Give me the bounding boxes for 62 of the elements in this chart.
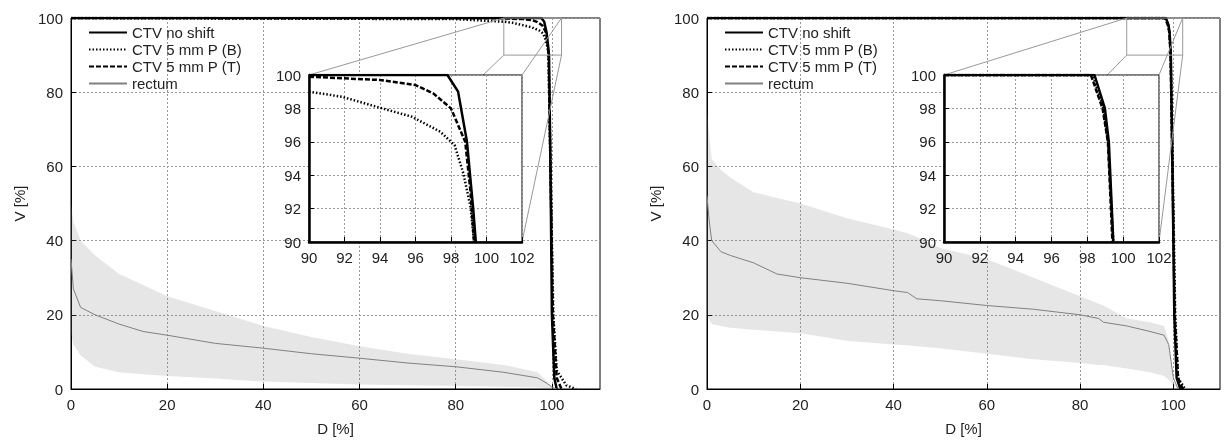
y-tick-label: 90 — [284, 233, 301, 251]
y-tick-label: 92 — [284, 200, 301, 218]
legend-label: CTV 5 mm P (T) — [768, 58, 877, 75]
x-tick-label: 20 — [158, 396, 176, 413]
x-tick-label: 100 — [1160, 396, 1186, 413]
y-tick-label: 100 — [275, 66, 301, 84]
x-tick-label: 80 — [447, 396, 465, 413]
y-tick-label: 40 — [682, 232, 699, 250]
x-tick-label: 92 — [336, 249, 353, 266]
y-tick-label: 94 — [919, 166, 936, 184]
x-tick-label: 98 — [442, 249, 460, 266]
y-tick-label: 40 — [46, 232, 63, 250]
y-tick-label: 60 — [46, 157, 63, 175]
x-tick-label: 102 — [509, 249, 535, 266]
legend-label: rectum — [132, 75, 178, 92]
y-tick-label: 100 — [37, 9, 63, 27]
x-tick-label: 40 — [255, 396, 272, 413]
y-axis-title: V [%] — [11, 185, 29, 222]
x-tick-label: 80 — [1071, 396, 1089, 413]
x-axis-title: D [%] — [317, 420, 354, 437]
y-tick-label: 80 — [46, 83, 63, 101]
x-tick-label: 20 — [791, 396, 809, 413]
x-tick-label: 94 — [371, 249, 389, 266]
x-tick-label: 0 — [66, 396, 76, 413]
x-tick-label: 60 — [351, 396, 368, 413]
x-tick-label: 40 — [885, 396, 902, 413]
y-tick-label: 96 — [919, 133, 936, 151]
x-tick-label: 98 — [1078, 249, 1096, 266]
x-tick-label: 0 — [702, 396, 712, 413]
y-tick-label: 20 — [46, 306, 63, 324]
legend-label: rectum — [768, 75, 814, 92]
x-tick-label: 90 — [300, 249, 318, 266]
x-tick-label: 92 — [971, 249, 989, 266]
x-tick-label: 102 — [1146, 249, 1172, 266]
y-tick-label: 100 — [673, 9, 699, 27]
x-tick-label: 60 — [978, 396, 996, 413]
legend-label: CTV 5 mm P (T) — [132, 58, 241, 75]
x-axis-title: D [%] — [945, 420, 982, 437]
x-tick-label: 96 — [407, 249, 424, 266]
legend-label: CTV no shift — [768, 24, 852, 41]
legend-label: CTV 5 mm P (B) — [768, 41, 878, 58]
y-tick-label: 20 — [682, 306, 699, 324]
y-axis-title: V [%] — [647, 185, 665, 222]
y-tick-label: 100 — [910, 66, 936, 84]
y-tick-label: 98 — [919, 99, 936, 117]
y-tick-label: 0 — [54, 380, 63, 398]
x-tick-label: 100 — [1110, 249, 1136, 266]
x-tick-label: 96 — [1043, 249, 1060, 266]
y-tick-label: 90 — [919, 233, 936, 251]
x-tick-label: 90 — [935, 249, 953, 266]
y-tick-label: 80 — [682, 83, 699, 101]
y-tick-label: 94 — [284, 166, 301, 184]
y-tick-label: 60 — [682, 157, 699, 175]
legend-label: CTV no shift — [132, 24, 216, 41]
y-tick-label: 0 — [690, 380, 699, 398]
y-tick-label: 92 — [919, 200, 936, 218]
y-tick-label: 96 — [284, 133, 301, 151]
legend-label: CTV 5 mm P (B) — [132, 41, 242, 58]
x-tick-label: 100 — [539, 396, 565, 413]
y-tick-label: 98 — [284, 99, 301, 117]
x-tick-label: 100 — [473, 249, 500, 266]
x-tick-label: 94 — [1007, 249, 1025, 266]
